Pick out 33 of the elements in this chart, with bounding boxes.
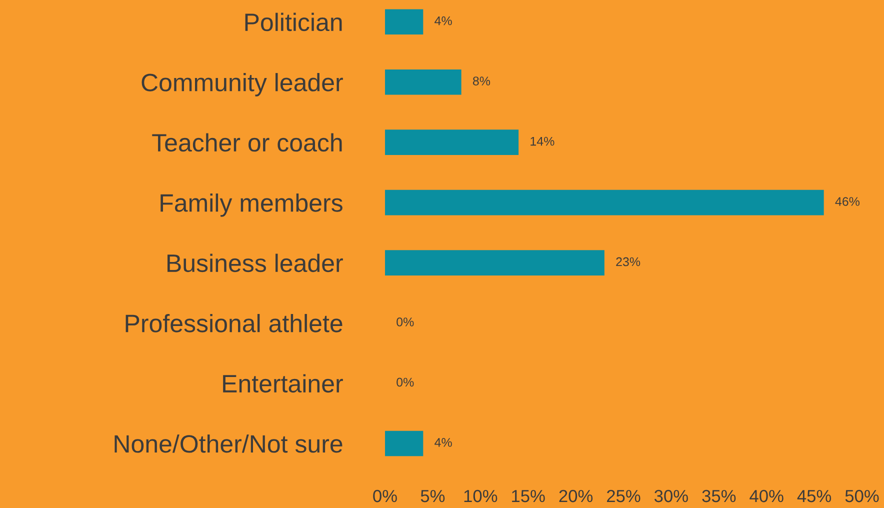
x-tick-label: 50% [845, 490, 879, 502]
x-tick-label: 5% [420, 490, 445, 502]
bar [385, 190, 824, 216]
bar [385, 250, 604, 276]
y-tick-label: Entertainer [223, 374, 343, 393]
data-label: 0% [396, 318, 414, 326]
x-tick-label: 35% [702, 490, 736, 502]
x-tick-label: 15% [512, 490, 545, 502]
x-tick-label: 40% [750, 490, 784, 502]
x-tick-label: 45% [797, 490, 832, 502]
y-tick-label: Professional athlete [126, 314, 342, 332]
y-tick-label: Family members [160, 194, 342, 217]
bar [385, 130, 519, 155]
x-tick-label: 20% [559, 490, 593, 502]
x-tick-label: 25% [607, 490, 640, 502]
bar [385, 430, 424, 456]
data-label: 4% [434, 438, 452, 447]
y-tick-label: None/Other/Not sure [114, 434, 342, 453]
data-label: 8% [472, 76, 490, 86]
data-label: 4% [434, 16, 452, 26]
data-label: 46% [835, 197, 860, 206]
x-tick-label: 10% [464, 490, 498, 502]
bar [385, 69, 462, 95]
x-tick-label: 30% [654, 490, 688, 502]
data-label: 23% [616, 257, 640, 266]
bar [385, 9, 424, 35]
y-tick-label: Business leader [168, 254, 343, 272]
y-tick-label: Teacher or coach [152, 133, 342, 152]
y-tick-label: Community leader [142, 73, 343, 96]
y-tick-label: Politician [245, 12, 342, 32]
data-label: 0% [396, 378, 414, 387]
x-tick-label: 0% [373, 490, 397, 502]
data-label: 14% [530, 136, 554, 146]
